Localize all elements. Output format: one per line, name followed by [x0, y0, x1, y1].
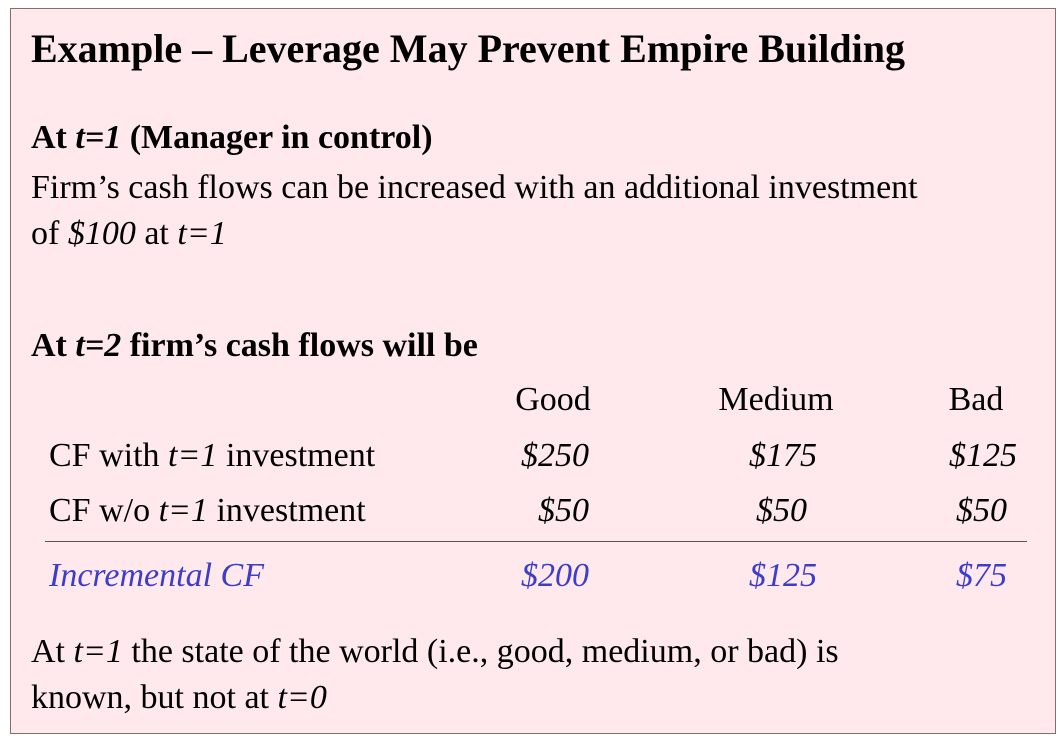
cell-with-good: $250	[521, 437, 589, 474]
row-label-pre: CF with	[49, 437, 169, 474]
row-label-var: t=1	[158, 492, 208, 529]
slide-title: Example – Leverage May Prevent Empire Bu…	[31, 26, 906, 71]
cell-without-bad: $50	[956, 492, 1007, 529]
section2-heading: At t=2 firm’s cash flows will be	[31, 327, 478, 365]
row-label-pre: CF w/o	[49, 492, 159, 529]
cell-incremental-bad: $75	[956, 557, 1007, 594]
section1-heading-post: (Manager in control)	[121, 119, 433, 156]
section1-line2-var: t=1	[177, 215, 227, 252]
row-label-var: t=1	[168, 437, 218, 474]
column-header-bad: Bad	[948, 381, 1004, 418]
section1-line2-amount: $100	[67, 215, 136, 252]
table-divider	[45, 541, 1027, 542]
section1-heading: At t=1 (Manager in control)	[31, 119, 433, 157]
section2-heading-pre: At	[31, 327, 76, 364]
footer-line1-pre: At	[31, 633, 74, 670]
section2-heading-var: t=2	[75, 327, 122, 364]
cell-incremental-medium: $125	[749, 557, 817, 594]
slide: Example – Leverage May Prevent Empire Bu…	[10, 8, 1056, 734]
cell-incremental-good: $200	[521, 557, 589, 594]
section1-line1: Firm’s cash flows can be increased with …	[31, 169, 918, 206]
cell-without-medium: $50	[756, 492, 807, 529]
section1-heading-var: t=1	[75, 119, 122, 156]
footer-line1-var: t=1	[73, 633, 123, 670]
section2-heading-post: firm’s cash flows will be	[121, 327, 478, 364]
section1-line2-mid: at	[135, 215, 178, 252]
section1-line2: of $100 at t=1	[31, 215, 918, 261]
row-label-post: investment	[217, 437, 376, 474]
footer-line2-pre: known, but not at	[31, 679, 278, 716]
row-label-post: investment	[207, 492, 366, 529]
cell-without-good: $50	[538, 492, 589, 529]
footer-line1: At t=1 the state of the world (i.e., goo…	[31, 633, 839, 679]
cell-with-bad: $125	[949, 437, 1017, 474]
row-label-with-investment: CF with t=1 investment	[49, 437, 375, 475]
cell-with-medium: $175	[749, 437, 817, 474]
row-label-without-investment: CF w/o t=1 investment	[49, 492, 366, 530]
section1-body: Firm’s cash flows can be increased with …	[31, 169, 918, 261]
column-header-good: Good	[515, 381, 591, 418]
row-label-incremental: Incremental CF	[49, 557, 264, 594]
footer-text: At t=1 the state of the world (i.e., goo…	[31, 633, 839, 725]
section1-heading-pre: At	[31, 119, 76, 156]
section1-line2-pre: of	[31, 215, 68, 252]
footer-line1-post: the state of the world (i.e., good, medi…	[122, 633, 839, 670]
column-header-medium: Medium	[718, 381, 834, 418]
footer-line2: known, but not at t=0	[31, 679, 839, 725]
footer-line2-var: t=0	[277, 679, 327, 716]
